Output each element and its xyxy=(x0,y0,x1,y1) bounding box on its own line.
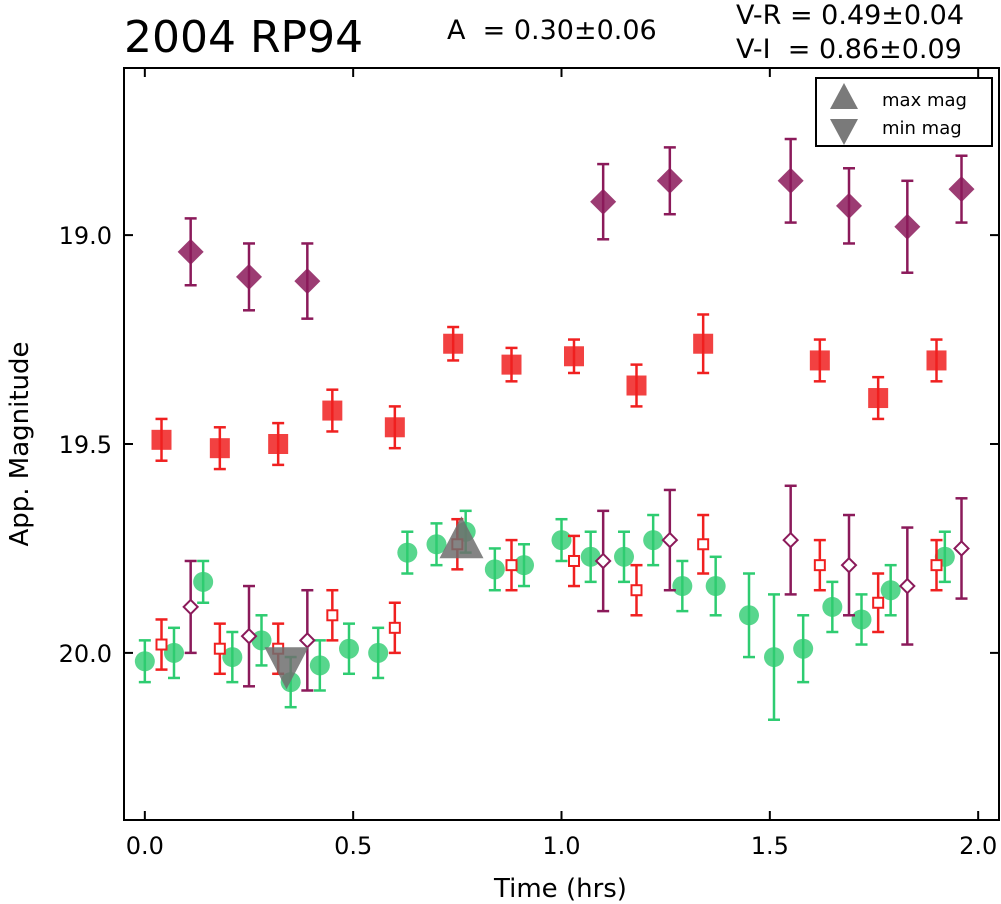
data-marks xyxy=(134,137,975,721)
data-point xyxy=(164,642,184,663)
data-point xyxy=(505,559,518,572)
data-point xyxy=(439,516,484,559)
data-point xyxy=(661,531,679,549)
v-i-color-label: V-I = 0.86±0.09 xyxy=(736,34,962,65)
data-point xyxy=(264,647,309,690)
data-point xyxy=(564,346,584,367)
data-point xyxy=(872,596,885,609)
data-point xyxy=(643,530,664,551)
data-point xyxy=(568,554,580,567)
legend-label: max mag xyxy=(882,90,967,111)
data-point xyxy=(388,621,401,634)
data-point xyxy=(384,417,405,438)
x-axis-label: Time (hrs) xyxy=(493,874,627,904)
data-point xyxy=(782,531,800,549)
data-point xyxy=(926,350,947,371)
chart-title: 2004 RP94 xyxy=(124,12,364,63)
data-point xyxy=(326,609,339,622)
series-open-diamond xyxy=(182,484,970,692)
data-point xyxy=(151,429,172,450)
data-point xyxy=(397,542,418,563)
data-point xyxy=(822,596,843,617)
data-point xyxy=(298,631,316,649)
data-point xyxy=(880,580,901,601)
data-point xyxy=(764,647,784,668)
data-point xyxy=(426,534,447,555)
data-point xyxy=(155,638,168,651)
data-point xyxy=(626,375,647,396)
data-point xyxy=(443,333,464,354)
data-point xyxy=(268,434,289,454)
data-point xyxy=(851,609,872,630)
series-filled-diamond xyxy=(177,137,975,320)
plot-frame xyxy=(123,67,1000,821)
x-tick-label: 2.0 xyxy=(959,832,997,860)
data-point xyxy=(213,642,226,655)
data-point xyxy=(614,546,634,567)
data-point xyxy=(693,333,714,354)
data-point xyxy=(222,647,243,668)
x-tick-label: 1.5 xyxy=(751,832,789,860)
y-axis-label: App. Magnitude xyxy=(5,341,35,546)
data-point xyxy=(813,559,826,572)
data-point xyxy=(514,555,534,576)
data-point xyxy=(134,651,155,672)
data-point xyxy=(594,552,612,570)
data-point xyxy=(209,438,230,459)
y-tick-label: 20.0 xyxy=(59,640,112,668)
data-point xyxy=(777,167,804,194)
data-point xyxy=(930,559,943,572)
v-r-color-label: V-R = 0.49±0.04 xyxy=(736,0,965,31)
data-point xyxy=(836,192,862,219)
data-point xyxy=(501,354,522,375)
data-point xyxy=(322,400,343,421)
amplitude-label: A = 0.30±0.06 xyxy=(447,15,657,46)
data-point xyxy=(484,559,505,580)
data-point xyxy=(868,388,889,409)
data-point xyxy=(339,638,359,659)
legend-max-icon xyxy=(830,83,858,109)
data-point xyxy=(309,655,330,676)
data-point xyxy=(656,167,683,194)
y-tick-label: 19.5 xyxy=(59,431,112,459)
data-point xyxy=(182,598,200,616)
data-point xyxy=(739,605,759,626)
data-point xyxy=(898,577,916,595)
data-point xyxy=(894,213,921,240)
data-point xyxy=(809,350,830,371)
x-tick-label: 1.0 xyxy=(542,832,580,860)
legend-min-icon xyxy=(830,119,858,145)
axes: 0.0 0.5 1.0 1.5 2.0 19.0 19.5 20.0 Time (hrs) App… xyxy=(5,67,1000,904)
data-point xyxy=(590,188,617,215)
data-point xyxy=(236,263,262,290)
data-point xyxy=(240,627,258,645)
data-point xyxy=(672,576,693,597)
data-point xyxy=(705,576,726,597)
legend-label: min mag xyxy=(882,118,962,139)
series-triangle-up xyxy=(439,516,484,559)
data-point xyxy=(551,530,572,551)
data-point xyxy=(193,571,214,592)
data-point xyxy=(630,584,643,597)
series-filled-circle xyxy=(134,509,955,721)
series-filled-square xyxy=(151,313,947,471)
data-point xyxy=(793,638,814,659)
data-point xyxy=(840,556,858,574)
data-point xyxy=(177,238,204,265)
legend: max mag min mag xyxy=(815,77,993,147)
data-point xyxy=(953,540,970,557)
y-tick-label: 19.0 xyxy=(59,222,112,250)
x-tick-label: 0.0 xyxy=(126,832,164,860)
x-tick-label: 0.5 xyxy=(334,832,372,860)
data-point xyxy=(948,176,975,203)
data-point xyxy=(368,642,389,663)
series-triangle-down xyxy=(264,647,309,690)
data-point xyxy=(697,538,710,551)
data-point xyxy=(294,268,321,295)
